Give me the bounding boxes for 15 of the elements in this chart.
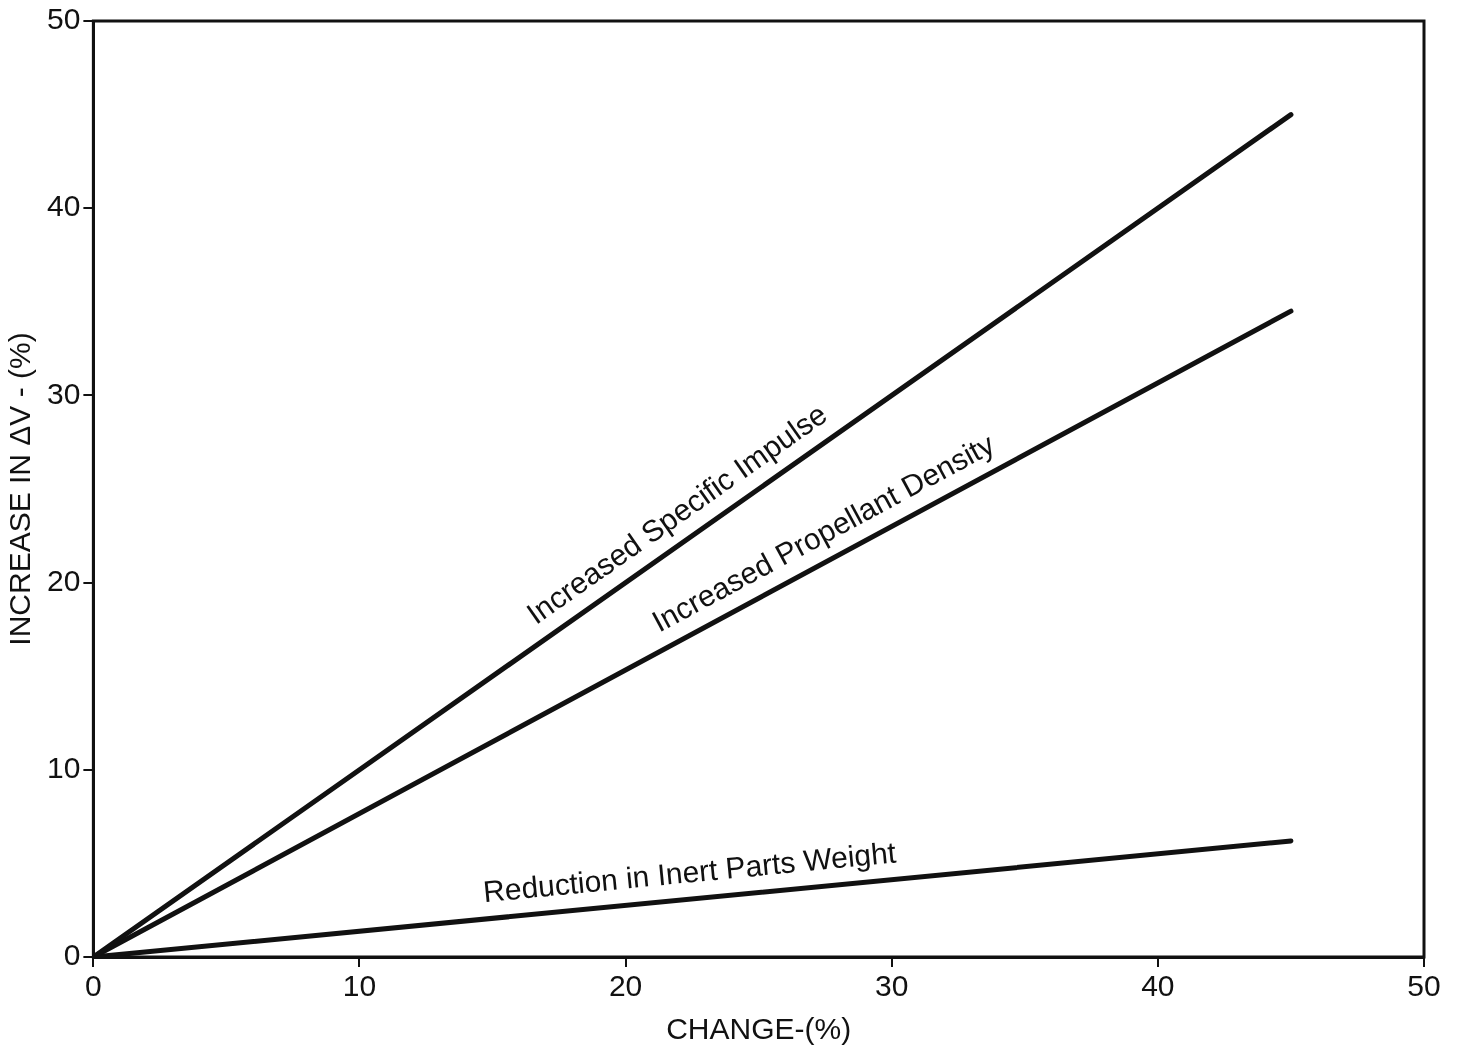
x-tick-label: 40 bbox=[1141, 969, 1175, 1003]
y-tick-label: 40 bbox=[46, 189, 81, 223]
y-tick-label: 10 bbox=[46, 751, 81, 785]
y-tick-label: 20 bbox=[46, 563, 81, 597]
y-tick-label: 50 bbox=[46, 2, 81, 36]
x-tick-label: 50 bbox=[1407, 969, 1441, 1003]
x-tick-label: 0 bbox=[85, 969, 102, 1003]
x-axis-title: CHANGE-(%) bbox=[666, 1012, 852, 1046]
text: Reduction in Inert Parts Weight bbox=[481, 835, 899, 909]
y-tick-label: 30 bbox=[46, 376, 81, 410]
y-tick-label: 0 bbox=[63, 938, 81, 972]
x-tick-label: 20 bbox=[608, 969, 643, 1003]
x-tick-label: 30 bbox=[875, 969, 909, 1003]
x-tick-label: 10 bbox=[342, 969, 377, 1003]
y-axis-title: INCREASE IN ΔV - (%) bbox=[3, 332, 37, 646]
